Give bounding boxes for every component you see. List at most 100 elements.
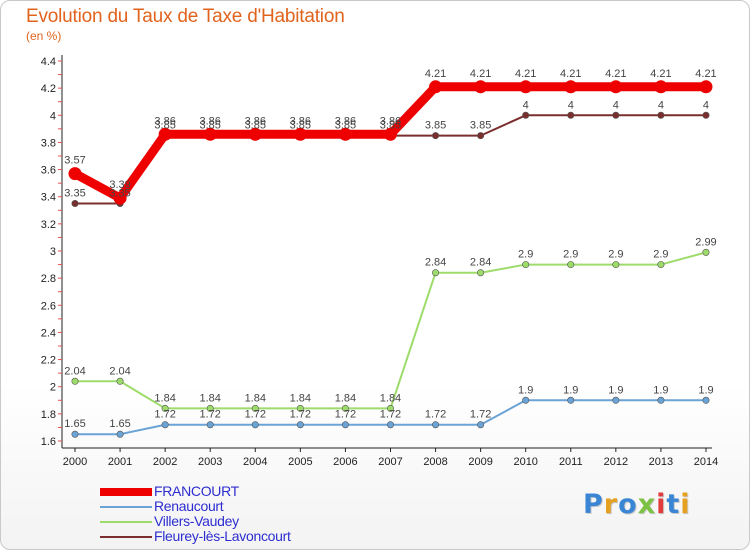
- data-label: 1.9: [563, 384, 578, 396]
- x-tick-label: 2012: [604, 456, 628, 468]
- data-label: 1.72: [245, 409, 266, 421]
- legend-label: Fleurey-lès-Lavoncourt: [154, 528, 291, 544]
- logo-letter: P: [583, 489, 604, 520]
- data-label: 3.85: [154, 120, 175, 132]
- data-label: 1.72: [290, 409, 311, 421]
- data-label: 4.21: [650, 68, 671, 80]
- legend-label: Villers-Vaudey: [154, 513, 239, 529]
- legend-item: FRANCOURT: [100, 483, 360, 499]
- data-label: 2.9: [518, 249, 533, 261]
- data-point: [519, 80, 533, 94]
- data-label: 3.85: [245, 120, 266, 132]
- data-point: [429, 80, 443, 94]
- data-point: [474, 80, 488, 94]
- series-line: [70, 82, 711, 203]
- logo-letter: x: [637, 489, 657, 520]
- y-tick-label: 2.2: [41, 355, 56, 367]
- y-tick-label: 2.6: [41, 300, 56, 312]
- data-point: [68, 167, 82, 181]
- data-point: [522, 261, 530, 269]
- x-tick-label: 2005: [288, 456, 312, 468]
- data-label: 4: [613, 99, 619, 111]
- x-tick-label: 2010: [513, 456, 537, 468]
- data-label: 1.84: [154, 392, 175, 404]
- data-label: 3.85: [380, 120, 401, 132]
- legend-swatch: [100, 488, 152, 496]
- data-point: [338, 127, 352, 141]
- data-label: 1.65: [64, 418, 85, 430]
- data-label: 2.04: [64, 365, 85, 377]
- data-point: [612, 111, 620, 119]
- data-label: 3.57: [64, 155, 85, 167]
- y-tick-label: 3.2: [41, 219, 56, 231]
- data-point: [206, 404, 214, 412]
- data-label: 2.04: [109, 365, 130, 377]
- data-point: [71, 200, 79, 208]
- data-label: 1.9: [518, 384, 533, 396]
- x-tick-label: 2003: [198, 456, 222, 468]
- logo-letter: r: [603, 489, 619, 520]
- y-tick-label: 4.4: [41, 56, 56, 68]
- data-point: [657, 396, 665, 404]
- y-tick-label: 2.8: [41, 273, 56, 285]
- data-point: [386, 421, 394, 429]
- data-label: 1.9: [698, 384, 713, 396]
- y-tick-label: 2: [50, 382, 56, 394]
- data-label: 3.86: [380, 115, 401, 127]
- data-label: 3.86: [335, 115, 356, 127]
- y-tick-label: 3.4: [41, 192, 56, 204]
- data-label: 2.9: [653, 249, 668, 261]
- data-label: 4.21: [560, 68, 581, 80]
- data-label: 1.84: [290, 392, 311, 404]
- data-label: 3.35: [109, 188, 130, 200]
- data-point: [612, 261, 620, 269]
- legend-item: Renaucourt: [100, 498, 360, 514]
- data-point: [702, 396, 710, 404]
- data-label: 2.84: [425, 257, 446, 269]
- y-tick-label: 4.2: [41, 83, 56, 95]
- data-label: 1.72: [335, 409, 356, 421]
- data-label: 4: [703, 99, 709, 111]
- data-point: [654, 80, 668, 94]
- data-label: 3.86: [245, 115, 266, 127]
- data-point: [702, 111, 710, 119]
- data-label: 1.72: [425, 409, 446, 421]
- data-point: [567, 261, 575, 269]
- data-label: 1.9: [608, 384, 623, 396]
- data-label: 2.84: [470, 257, 491, 269]
- x-tick-label: 2004: [243, 456, 267, 468]
- data-label: 3.86: [290, 115, 311, 127]
- legend-label: FRANCOURT: [154, 483, 239, 499]
- data-label: 2.9: [563, 249, 578, 261]
- x-tick-label: 2013: [649, 456, 673, 468]
- data-point: [113, 191, 127, 205]
- data-point: [564, 80, 578, 94]
- y-tick-label: 1.6: [41, 436, 56, 448]
- data-point: [612, 396, 620, 404]
- data-point: [432, 421, 440, 429]
- data-point: [699, 80, 713, 94]
- data-point: [432, 132, 440, 140]
- data-point: [248, 127, 262, 141]
- x-tick-label: 2009: [468, 456, 492, 468]
- data-label: 4.21: [695, 68, 716, 80]
- y-tick-label: 2.4: [41, 327, 56, 339]
- data-point: [383, 127, 397, 141]
- data-point: [116, 377, 124, 385]
- data-label: 1.72: [470, 409, 491, 421]
- data-point: [386, 404, 394, 412]
- data-point: [161, 421, 169, 429]
- data-point: [567, 396, 575, 404]
- data-point: [296, 421, 304, 429]
- data-point: [657, 261, 665, 269]
- data-label: 1.9: [653, 384, 668, 396]
- data-label: 4.21: [605, 68, 626, 80]
- data-point: [702, 248, 710, 256]
- data-point: [477, 269, 485, 277]
- x-tick-label: 2014: [694, 456, 718, 468]
- data-label: 1.65: [109, 418, 130, 430]
- data-point: [296, 404, 304, 412]
- data-label: 4: [658, 99, 664, 111]
- data-label: 3.85: [425, 120, 446, 132]
- legend-item: Fleurey-lès-Lavoncourt: [100, 528, 360, 544]
